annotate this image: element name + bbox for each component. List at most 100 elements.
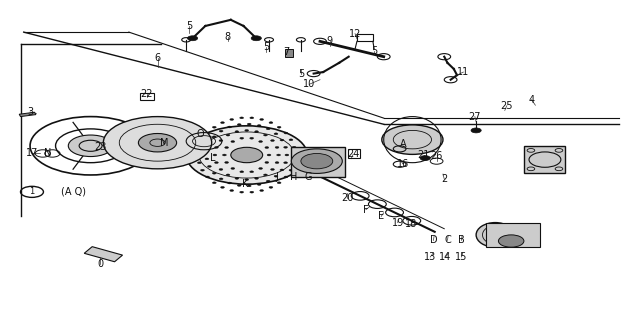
- Circle shape: [257, 125, 261, 126]
- Text: H: H: [289, 171, 297, 182]
- Circle shape: [240, 171, 244, 173]
- Text: 5: 5: [371, 46, 378, 55]
- Circle shape: [240, 191, 244, 193]
- Circle shape: [237, 184, 241, 186]
- Circle shape: [265, 162, 269, 163]
- Circle shape: [265, 147, 269, 148]
- Bar: [285, 49, 292, 57]
- Text: 5: 5: [298, 69, 304, 79]
- Circle shape: [214, 162, 218, 163]
- Circle shape: [196, 154, 200, 156]
- Circle shape: [289, 169, 293, 171]
- Text: 5: 5: [186, 21, 193, 31]
- Circle shape: [237, 124, 241, 126]
- Text: 27: 27: [468, 112, 481, 122]
- Ellipse shape: [476, 223, 515, 247]
- Circle shape: [257, 184, 261, 185]
- Circle shape: [250, 171, 253, 173]
- Circle shape: [221, 186, 225, 188]
- Circle shape: [275, 162, 279, 163]
- Circle shape: [207, 143, 211, 144]
- Text: 5: 5: [262, 42, 269, 52]
- Bar: [486, 223, 540, 247]
- Text: 6: 6: [154, 53, 161, 63]
- Circle shape: [301, 153, 333, 169]
- Text: 19: 19: [392, 218, 404, 228]
- Text: 13: 13: [424, 252, 436, 262]
- Text: 9: 9: [326, 36, 333, 46]
- Text: 0: 0: [97, 259, 103, 269]
- Circle shape: [221, 122, 225, 124]
- Circle shape: [219, 140, 223, 141]
- Circle shape: [197, 162, 201, 164]
- Text: K: K: [243, 179, 248, 189]
- Circle shape: [277, 126, 281, 128]
- Text: F: F: [363, 205, 369, 215]
- Text: (A Q): (A Q): [61, 187, 86, 197]
- Text: 24: 24: [347, 149, 359, 159]
- Circle shape: [188, 36, 198, 41]
- Circle shape: [247, 123, 251, 125]
- Circle shape: [284, 176, 288, 178]
- Text: E: E: [378, 211, 384, 221]
- Circle shape: [223, 154, 227, 156]
- Circle shape: [260, 190, 264, 192]
- Text: G: G: [305, 171, 312, 182]
- Text: 2: 2: [441, 174, 447, 184]
- Circle shape: [205, 158, 209, 160]
- Circle shape: [274, 175, 278, 177]
- Circle shape: [235, 131, 239, 133]
- Circle shape: [280, 169, 284, 171]
- Circle shape: [250, 191, 253, 193]
- Text: M: M: [159, 138, 168, 148]
- Circle shape: [266, 180, 270, 182]
- Circle shape: [285, 154, 289, 156]
- Text: 20: 20: [341, 193, 353, 203]
- Circle shape: [213, 154, 217, 156]
- Circle shape: [230, 118, 234, 120]
- Circle shape: [251, 36, 261, 41]
- Circle shape: [255, 177, 259, 179]
- Circle shape: [277, 182, 281, 184]
- Circle shape: [68, 135, 113, 157]
- Circle shape: [245, 179, 248, 180]
- Circle shape: [197, 146, 201, 148]
- Circle shape: [231, 141, 235, 143]
- Text: 16: 16: [397, 159, 409, 169]
- Circle shape: [207, 166, 211, 167]
- Circle shape: [200, 139, 204, 141]
- Circle shape: [382, 125, 443, 154]
- Text: 1: 1: [29, 187, 35, 196]
- Text: N: N: [44, 148, 52, 157]
- Circle shape: [220, 130, 223, 132]
- Text: 10: 10: [303, 79, 316, 89]
- Circle shape: [275, 147, 279, 148]
- Circle shape: [226, 134, 230, 136]
- Circle shape: [260, 118, 264, 120]
- Text: J: J: [275, 171, 278, 182]
- Text: 21: 21: [418, 150, 430, 160]
- Circle shape: [225, 162, 228, 163]
- Circle shape: [269, 122, 273, 124]
- Circle shape: [226, 174, 230, 176]
- Bar: [291, 147, 346, 176]
- Text: 11: 11: [457, 67, 470, 77]
- Text: 14: 14: [440, 252, 452, 262]
- Circle shape: [289, 139, 293, 141]
- Circle shape: [230, 190, 234, 192]
- Text: O: O: [196, 129, 204, 139]
- Circle shape: [499, 235, 524, 247]
- Circle shape: [200, 169, 204, 171]
- Circle shape: [231, 167, 235, 169]
- Text: B: B: [458, 235, 465, 246]
- Text: C: C: [444, 235, 451, 246]
- Circle shape: [259, 167, 262, 169]
- Text: 25: 25: [500, 101, 513, 111]
- Text: 12: 12: [349, 29, 361, 39]
- Circle shape: [240, 117, 244, 119]
- Circle shape: [231, 147, 262, 163]
- Circle shape: [271, 169, 275, 171]
- Circle shape: [247, 185, 251, 187]
- Bar: [357, 34, 373, 41]
- Circle shape: [291, 149, 342, 173]
